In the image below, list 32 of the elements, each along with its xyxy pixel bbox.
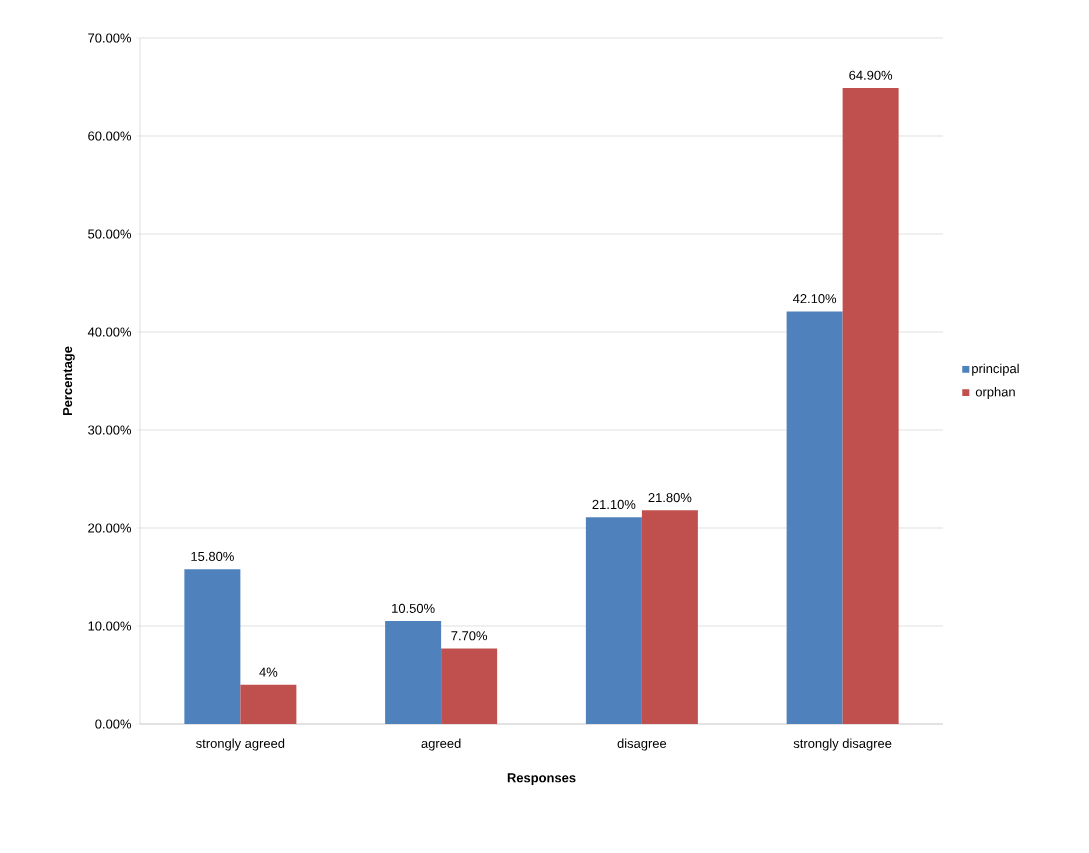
bar [641, 510, 698, 724]
data-label: 7.70% [451, 631, 488, 641]
data-label: 64.90% [849, 70, 893, 80]
data-label: 21.10% [592, 499, 636, 510]
bar [842, 87, 899, 724]
x-axis-title: Responses [507, 773, 576, 785]
x-tick-label: agreed [421, 738, 461, 751]
y-tick-label: 30.00% [88, 425, 132, 435]
legend-label: orphan [975, 386, 1015, 400]
y-tick-label: 50.00% [88, 229, 132, 239]
legend-label: principal [972, 363, 1019, 376]
x-tick-label: disagree [617, 738, 667, 751]
bar [585, 517, 642, 724]
x-tick-label: strongly agreed [196, 738, 285, 751]
data-label: 21.80% [648, 493, 692, 503]
y-tick-label: 10.00% [88, 621, 132, 631]
y-tick-label: 20.00% [88, 523, 132, 533]
y-tick-label: 0.00% [95, 719, 132, 729]
bar [184, 569, 241, 724]
data-label: 10.50% [392, 603, 435, 613]
y-tick-label: 40.00% [87, 327, 132, 337]
y-axis-title: Percentage [63, 346, 75, 416]
data-label: 15.80% [191, 551, 234, 561]
y-tick-label: 60.00% [88, 131, 132, 141]
bar [240, 684, 297, 724]
x-tick-label: strongly disagree [793, 738, 892, 751]
data-label: 4% [259, 667, 278, 677]
bar [385, 621, 442, 724]
y-tick-label: 70.00% [88, 33, 132, 43]
data-label: 42.10% [792, 294, 837, 304]
bar [441, 648, 498, 724]
bar [786, 311, 843, 724]
